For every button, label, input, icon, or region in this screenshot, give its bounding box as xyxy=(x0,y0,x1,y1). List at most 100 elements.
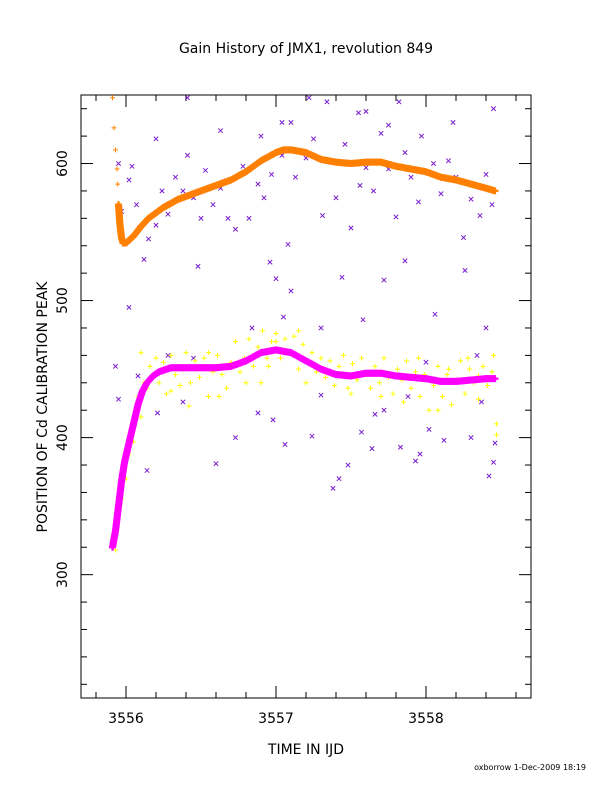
axis-ticks: 3556 3557 3558 300 400 500 600 xyxy=(55,95,531,727)
data-point-plus xyxy=(243,380,249,386)
data-point-plus xyxy=(138,350,144,356)
data-point-plus xyxy=(303,380,309,386)
data-point-plus xyxy=(278,355,283,361)
data-point-x xyxy=(288,119,294,125)
data-point-x xyxy=(486,473,492,479)
chart-title: Gain History of JMX1, revolution 849 xyxy=(179,41,433,57)
y-tick-label: 600 xyxy=(55,150,71,177)
data-point-x xyxy=(145,236,152,242)
data-point-plus xyxy=(273,339,279,345)
data-point-plus xyxy=(215,352,220,358)
data-point-plus xyxy=(300,341,306,347)
data-point-plus xyxy=(359,355,364,361)
data-point-x xyxy=(430,160,437,167)
data-point-plus xyxy=(449,402,454,408)
data-point-plus xyxy=(368,385,373,391)
data-point-x xyxy=(292,174,299,180)
data-point-x xyxy=(363,165,369,171)
data-point-plus xyxy=(435,363,441,369)
data-point-x xyxy=(310,136,317,142)
data-point-x xyxy=(268,171,275,178)
data-point-x xyxy=(129,163,135,169)
data-point-plus xyxy=(255,344,261,350)
data-point-x xyxy=(217,128,224,134)
data-point-plus xyxy=(114,166,120,172)
data-point-plus xyxy=(173,372,178,378)
data-point-plus xyxy=(404,358,409,364)
data-point-plus xyxy=(480,363,486,369)
data-point-x xyxy=(423,359,429,365)
data-point-x xyxy=(477,213,483,219)
trend-marker xyxy=(491,187,499,195)
data-point-x xyxy=(159,188,165,194)
data-point-plus xyxy=(491,352,496,358)
data-point-plus xyxy=(341,352,346,358)
data-point-x xyxy=(432,311,438,317)
data-point-x xyxy=(489,202,495,208)
data-point-plus xyxy=(156,380,162,386)
data-point-plus xyxy=(110,95,115,101)
data-point-x xyxy=(306,95,312,101)
data-point-plus xyxy=(161,359,166,365)
data-point-x xyxy=(318,325,324,331)
data-point-x xyxy=(133,202,140,208)
data-point-plus xyxy=(309,350,315,356)
data-point-x xyxy=(339,274,345,280)
data-point-x xyxy=(184,95,191,101)
data-point-x xyxy=(378,130,384,136)
data-point-x xyxy=(255,410,261,416)
data-point-x xyxy=(330,485,336,491)
data-point-plus xyxy=(390,391,396,397)
data-point-plus xyxy=(494,432,499,438)
data-point-x xyxy=(172,174,179,180)
footer-credit: oxborrow 1-Dec-2009 18:19 xyxy=(474,763,586,772)
data-point-x xyxy=(336,476,342,482)
data-point-x xyxy=(372,411,378,417)
data-point-plus xyxy=(183,350,189,356)
data-point-plus xyxy=(291,333,297,339)
data-point-plus xyxy=(147,363,153,369)
data-point-x xyxy=(270,417,276,423)
y-tick-label: 400 xyxy=(55,424,71,451)
data-point-plus xyxy=(164,391,169,397)
data-point-plus xyxy=(138,414,144,420)
data-point-plus xyxy=(462,391,468,397)
data-point-x xyxy=(490,106,497,112)
data-point-plus xyxy=(494,421,499,427)
data-point-plus xyxy=(177,383,183,389)
data-point-plus xyxy=(440,394,445,399)
data-point-plus xyxy=(431,383,436,389)
x-tick-label: 3557 xyxy=(258,711,294,727)
data-point-x xyxy=(483,325,489,331)
data-point-plus xyxy=(219,372,225,378)
data-point-x xyxy=(415,199,422,205)
x-tick-label: 3556 xyxy=(108,711,144,727)
data-point-x xyxy=(153,222,159,228)
data-point-x xyxy=(202,167,209,173)
data-point-plus xyxy=(201,355,207,361)
data-point-plus xyxy=(378,394,384,399)
data-point-x xyxy=(240,163,246,169)
data-point-x xyxy=(396,99,402,105)
data-point-plus xyxy=(489,369,495,375)
data-point-plus xyxy=(206,350,211,356)
data-point-plus xyxy=(444,372,450,378)
data-point-x xyxy=(393,214,399,220)
data-point-x xyxy=(460,234,467,241)
data-point-x xyxy=(348,225,354,231)
data-point-plus xyxy=(111,125,117,131)
data-point-plus xyxy=(168,352,174,358)
data-point-x xyxy=(154,410,161,416)
trend-marker xyxy=(491,375,499,383)
data-point-plus xyxy=(417,394,423,399)
data-point-x xyxy=(126,177,132,183)
data-point-plus xyxy=(318,355,324,361)
data-point-x xyxy=(144,467,150,474)
y-tick-label: 500 xyxy=(55,287,71,314)
data-point-plus xyxy=(168,388,174,394)
data-point-x xyxy=(210,202,216,208)
data-point-plus xyxy=(476,396,481,402)
data-point-plus xyxy=(246,336,252,342)
data-point-plus xyxy=(377,380,382,386)
data-point-plus xyxy=(345,385,351,391)
